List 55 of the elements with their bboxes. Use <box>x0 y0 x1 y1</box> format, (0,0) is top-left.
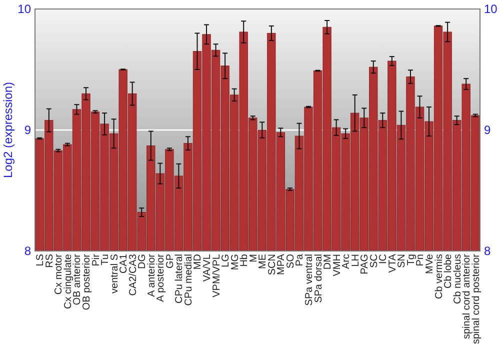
x-tick-label: Tg <box>406 254 417 266</box>
x-tick-label: MPA <box>276 254 288 275</box>
x-tick-label: SN <box>396 254 408 268</box>
x-tick-label: VTA <box>387 254 398 273</box>
x-tick-label: M <box>248 254 260 262</box>
x-tick-label: spinal cord posterior <box>470 253 482 344</box>
y-tick-label: 10 <box>18 2 32 16</box>
x-tick-label: LS <box>35 254 46 266</box>
x-tick-label: SCN <box>266 254 278 276</box>
x-tick-label: DM <box>322 254 334 270</box>
x-tick-label: MVe <box>424 254 436 274</box>
x-tick-label: Cb lobe <box>443 254 454 288</box>
y-tick-label: 8 <box>24 244 32 258</box>
y2-tick-label: 10 <box>484 2 498 16</box>
x-tick-label: A posterior <box>156 253 167 302</box>
x-tick-label: OB posterior <box>81 253 92 310</box>
x-tick-label: Cx cingulate <box>62 254 74 310</box>
x-tick-label: SPa ventral <box>304 254 315 306</box>
y-axis-title: Log2 (expression) <box>1 82 15 178</box>
x-tick-label: VA/VL <box>202 254 214 282</box>
x-tick-label: SC <box>368 254 380 268</box>
x-tick-label: MG <box>230 254 241 270</box>
x-tick-label: VPM/VPL <box>211 254 222 298</box>
x-tick-label: DG <box>137 254 148 269</box>
x-tick-label: RS <box>44 254 56 268</box>
x-tick-label: A anterior <box>146 253 158 297</box>
x-tick-label: CA2/CA3 <box>128 254 139 296</box>
x-tick-label: CPu medial <box>183 254 194 306</box>
x-tick-label: ventral S <box>109 254 120 294</box>
x-tick-label: OB anterior <box>72 253 84 306</box>
x-tick-label: PAG <box>360 254 371 274</box>
x-tick-label: Arc <box>341 254 352 269</box>
x-tick-label: CPu lateral <box>174 254 186 304</box>
y2-tick-label: 8 <box>484 244 491 258</box>
x-tick-label: Cb nucleus <box>452 254 464 304</box>
x-tick-label: Pa <box>294 254 306 266</box>
x-tick-label: VMH <box>332 254 343 276</box>
x-tick-label: Tu <box>100 254 112 266</box>
x-tick-label: CA1 <box>118 254 130 274</box>
x-tick-label: Hb <box>239 254 250 267</box>
x-tick-label: Pn <box>415 254 426 266</box>
x-tick-label: Cx motor <box>54 253 65 295</box>
x-tick-label: LG <box>220 254 232 268</box>
x-tick-label: ME <box>258 254 269 269</box>
x-tick-label: spinal cord anterior <box>462 253 473 340</box>
x-tick-label: IC <box>378 254 390 264</box>
x-tick-label: GP <box>164 254 176 268</box>
x-tick-label: Cb vermis <box>434 254 445 300</box>
x-tick-label: LH <box>350 254 362 267</box>
x-tick-label: SO <box>285 254 296 268</box>
y-tick-label: 9 <box>24 123 32 138</box>
x-tick-label: SPa dorsal <box>313 254 324 303</box>
x-tick-label: MD <box>192 254 204 270</box>
y2-tick-label: 9 <box>484 123 491 138</box>
x-tick-label: Pir <box>90 253 102 266</box>
